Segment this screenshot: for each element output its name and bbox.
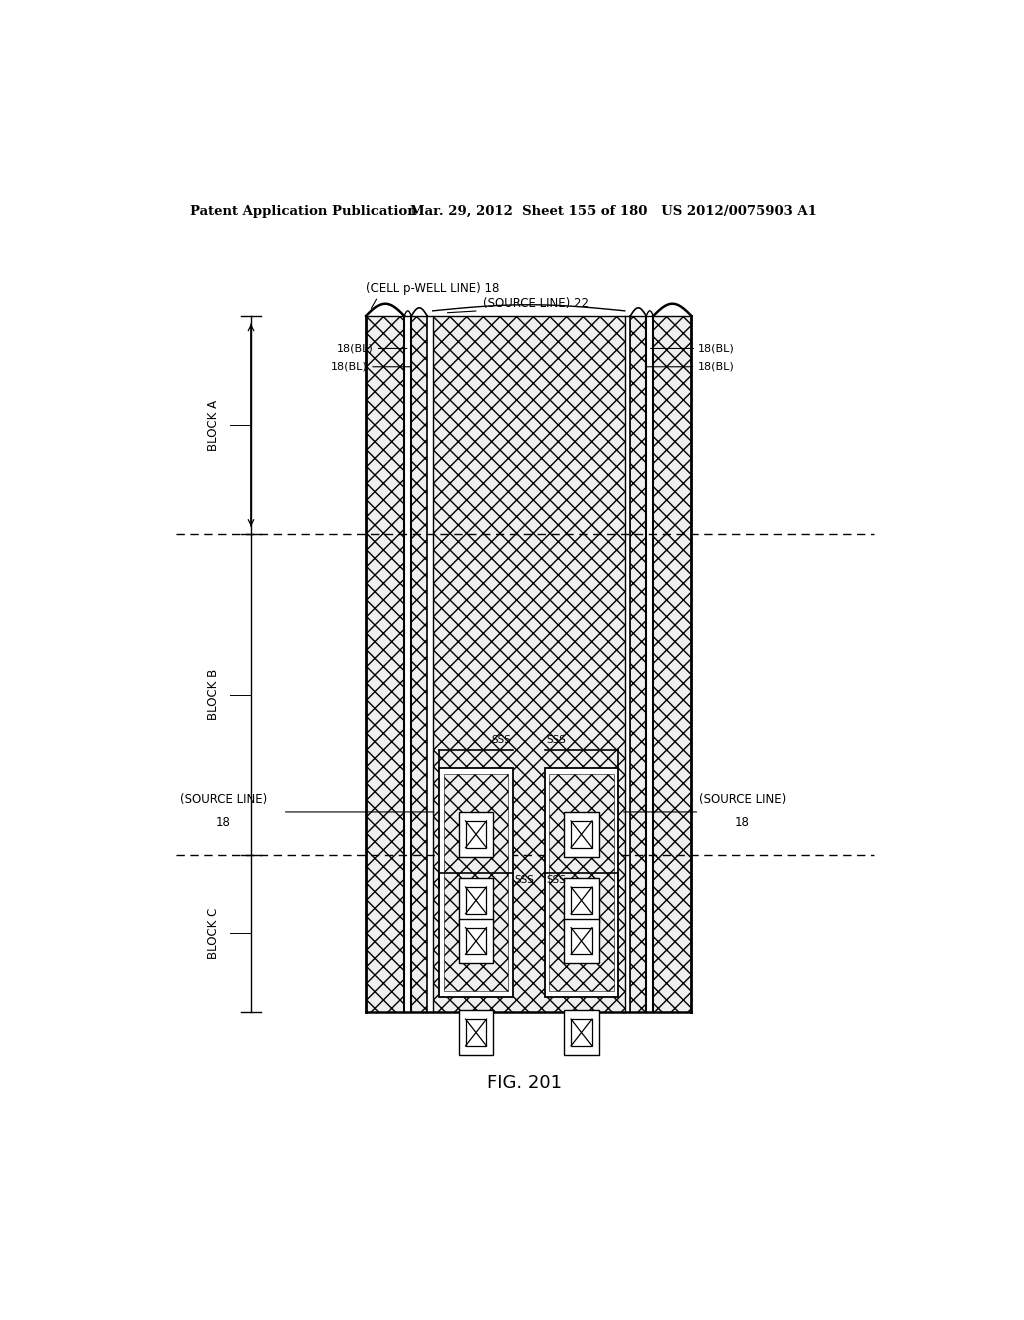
Text: 18(BL): 18(BL) xyxy=(337,343,374,354)
Bar xyxy=(564,919,599,964)
Text: BLOCK A: BLOCK A xyxy=(207,400,220,450)
Bar xyxy=(459,1010,494,1055)
Bar xyxy=(571,928,592,954)
Bar xyxy=(367,315,404,1012)
Bar xyxy=(466,1019,486,1045)
Text: BLOCK C: BLOCK C xyxy=(207,908,220,960)
Bar xyxy=(564,812,599,857)
Bar xyxy=(564,878,599,923)
Bar xyxy=(545,768,618,997)
Text: Mar. 29, 2012  Sheet 155 of 180   US 2012/0075903 A1: Mar. 29, 2012 Sheet 155 of 180 US 2012/0… xyxy=(410,205,816,218)
Bar xyxy=(466,928,486,954)
Bar xyxy=(439,768,513,997)
Text: (SOURCE LINE) 22: (SOURCE LINE) 22 xyxy=(482,297,589,310)
Text: SSS: SSS xyxy=(546,875,566,884)
Text: (SOURCE LINE): (SOURCE LINE) xyxy=(699,793,786,807)
Bar xyxy=(412,315,427,1012)
Bar xyxy=(459,812,494,857)
Bar xyxy=(404,315,412,1012)
Bar xyxy=(466,821,486,847)
Bar xyxy=(427,315,433,1012)
Bar xyxy=(459,919,494,964)
Bar xyxy=(459,878,494,923)
Text: BLOCK B: BLOCK B xyxy=(207,669,220,721)
Bar xyxy=(631,315,646,1012)
Bar xyxy=(571,821,592,847)
Text: 18(BL): 18(BL) xyxy=(331,362,368,372)
Bar xyxy=(625,315,631,1012)
Bar xyxy=(466,887,486,913)
Text: Patent Application Publication: Patent Application Publication xyxy=(189,205,417,218)
Bar xyxy=(550,775,613,991)
Text: (SOURCE LINE): (SOURCE LINE) xyxy=(179,793,267,807)
Bar xyxy=(653,315,691,1012)
Text: 18(BL): 18(BL) xyxy=(697,362,734,372)
Text: 18(BL): 18(BL) xyxy=(697,343,734,354)
Bar xyxy=(571,1019,592,1045)
Bar xyxy=(433,315,625,1012)
Bar xyxy=(564,1010,599,1055)
Bar xyxy=(443,775,508,991)
Text: SSS: SSS xyxy=(492,735,511,744)
Text: FIG. 201: FIG. 201 xyxy=(487,1074,562,1093)
Bar xyxy=(571,887,592,913)
Text: 18: 18 xyxy=(735,816,750,829)
Bar xyxy=(646,315,653,1012)
Text: SSS: SSS xyxy=(546,735,566,744)
Text: 18: 18 xyxy=(215,816,230,829)
Text: (CELL p-WELL LINE) 18: (CELL p-WELL LINE) 18 xyxy=(367,282,500,294)
Text: SSS: SSS xyxy=(514,875,535,884)
